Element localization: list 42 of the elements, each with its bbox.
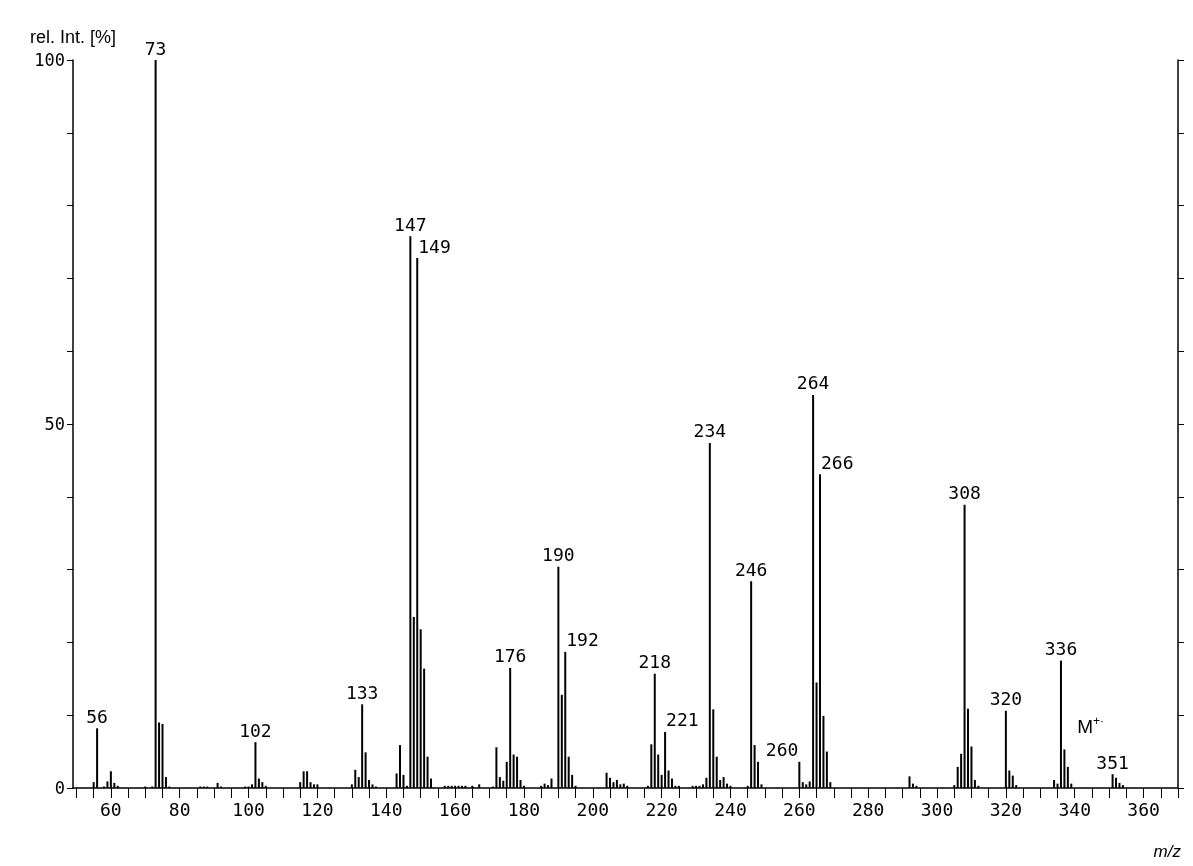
x-tick-label: 100 <box>232 798 265 820</box>
x-tick-label: 360 <box>1127 798 1160 820</box>
annotation: 56 <box>86 705 108 727</box>
x-axis-title: m/z <box>1153 842 1182 861</box>
x-tick-label: 260 <box>783 798 816 820</box>
annotation: M+· <box>1077 714 1105 737</box>
annotation: 320 <box>989 688 1023 710</box>
annotation: 221 <box>666 709 699 731</box>
annotation: 176 <box>493 645 527 667</box>
x-tick-label: 180 <box>507 798 541 820</box>
annotation: 308 <box>948 482 981 504</box>
x-tick-label: 140 <box>370 798 403 820</box>
annotation: 102 <box>239 719 272 741</box>
x-tick-label: 340 <box>1058 798 1091 820</box>
annotation: 192 <box>566 629 599 651</box>
x-tick-label: 240 <box>714 798 747 820</box>
annotation: 264 <box>796 372 830 394</box>
y-tick-label: 50 <box>44 414 65 434</box>
x-tick-label: 280 <box>851 798 885 820</box>
annotation: 234 <box>693 420 727 442</box>
annotation: 260 <box>765 739 799 761</box>
x-tick-label: 220 <box>645 798 678 820</box>
y-tick-label: 100 <box>34 50 65 70</box>
annotation: 351 <box>1096 751 1129 773</box>
x-tick-label: 200 <box>576 798 610 820</box>
x-tick-label: 160 <box>438 798 472 820</box>
annotation: 73 <box>144 37 167 59</box>
annotation: 246 <box>734 558 768 580</box>
x-tick-label: 120 <box>301 798 334 820</box>
annotation: 336 <box>1044 638 1078 660</box>
x-tick-label: 300 <box>920 798 954 820</box>
y-tick-label: 0 <box>54 778 65 798</box>
annotation: 190 <box>542 544 575 566</box>
annotation: 147 <box>394 213 427 235</box>
x-tick-label: 80 <box>168 798 191 820</box>
annotation: 149 <box>418 235 451 257</box>
annotation: 266 <box>820 451 854 473</box>
y-axis-title: rel. Int. [%] <box>29 27 117 47</box>
x-tick-label: 320 <box>989 798 1023 820</box>
x-tick-label: 60 <box>100 798 122 820</box>
annotation: 218 <box>638 651 672 673</box>
annotation: 133 <box>345 681 379 703</box>
